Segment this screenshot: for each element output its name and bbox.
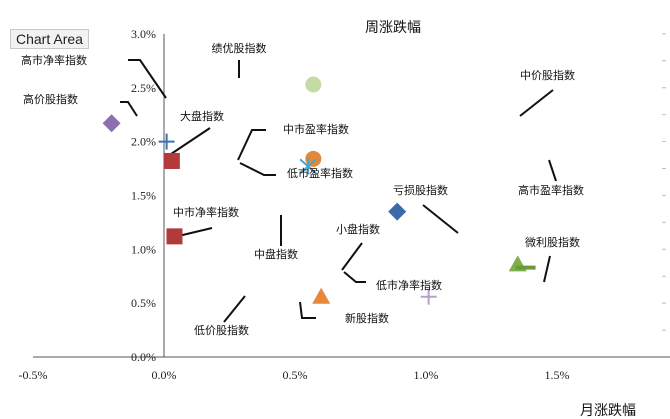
leader-line bbox=[167, 127, 211, 157]
y-tick-label: 0.5% bbox=[131, 296, 156, 310]
point-label: 大盘指数 bbox=[180, 109, 224, 123]
point-triangle bbox=[312, 287, 331, 304]
leader-line bbox=[223, 295, 246, 323]
data-points bbox=[102, 76, 536, 305]
y-tick-label: 2.5% bbox=[131, 81, 156, 95]
leader-line bbox=[548, 159, 557, 182]
point-circle bbox=[305, 76, 322, 93]
y-tick-label: 2.0% bbox=[131, 135, 156, 149]
tick-labels: -0.5%0.0%0.5%1.0%1.5%2.0%2.5%3.0%3.5%0.0… bbox=[19, 27, 570, 382]
leader-line bbox=[120, 101, 138, 117]
point-label: 低市净率指数 bbox=[376, 278, 442, 292]
axes bbox=[33, 33, 670, 358]
point-star bbox=[299, 158, 317, 175]
leader-line bbox=[299, 301, 316, 319]
point-square bbox=[166, 228, 183, 245]
x-tick-label: 1.5% bbox=[545, 368, 570, 382]
x-tick-label: 0.0% bbox=[152, 368, 177, 382]
point-label: 低价股指数 bbox=[194, 323, 249, 337]
y-grid-marks bbox=[662, 33, 666, 358]
chart-area-tooltip: Chart Area bbox=[10, 29, 89, 49]
x-tick-label: 1.0% bbox=[414, 368, 439, 382]
point-label: 高市盈率指数 bbox=[518, 183, 584, 197]
leader-line bbox=[341, 242, 363, 271]
leader-lines bbox=[120, 59, 557, 323]
y-tick-label: 3.0% bbox=[131, 27, 156, 41]
point-label: 低市盈率指数 bbox=[287, 166, 353, 180]
point-plus bbox=[158, 133, 175, 150]
y-axis-title: 周涨跌幅 bbox=[365, 20, 421, 36]
point-label: 中价股指数 bbox=[520, 68, 575, 82]
leader-line bbox=[237, 129, 266, 161]
x-tick-label: -0.5% bbox=[19, 368, 48, 382]
y-tick-label: 0.0% bbox=[131, 350, 156, 364]
point-square bbox=[163, 152, 180, 169]
y-tick-label: 1.0% bbox=[131, 242, 156, 256]
leader-line bbox=[519, 89, 554, 117]
leader-line bbox=[543, 255, 551, 283]
y-tick-label: 1.5% bbox=[131, 188, 156, 202]
point-label: 新股指数 bbox=[345, 311, 389, 325]
point-label: 高价股指数 bbox=[23, 92, 78, 106]
point-circle bbox=[305, 150, 322, 167]
x-axis-title: 月涨跌幅 bbox=[580, 403, 636, 419]
point-label: 小盘指数 bbox=[336, 222, 380, 236]
point-plus bbox=[420, 288, 437, 305]
point-label: 亏损股指数 bbox=[393, 183, 448, 197]
point-dash bbox=[515, 265, 536, 270]
leader-line bbox=[343, 271, 366, 283]
point-label: 中市净率指数 bbox=[173, 205, 239, 219]
point-diamond bbox=[102, 114, 121, 133]
point-label: 微利股指数 bbox=[525, 235, 580, 249]
point-label: 高市净率指数 bbox=[21, 53, 87, 67]
point-label: 中盘指数 bbox=[254, 247, 298, 261]
leader-line bbox=[422, 204, 459, 234]
leader-line bbox=[239, 162, 276, 176]
x-tick-label: 0.5% bbox=[283, 368, 308, 382]
point-label: 中市盈率指数 bbox=[283, 122, 349, 136]
leader-line bbox=[128, 59, 167, 99]
point-diamond bbox=[388, 202, 407, 221]
point-label: 绩优股指数 bbox=[212, 41, 267, 55]
